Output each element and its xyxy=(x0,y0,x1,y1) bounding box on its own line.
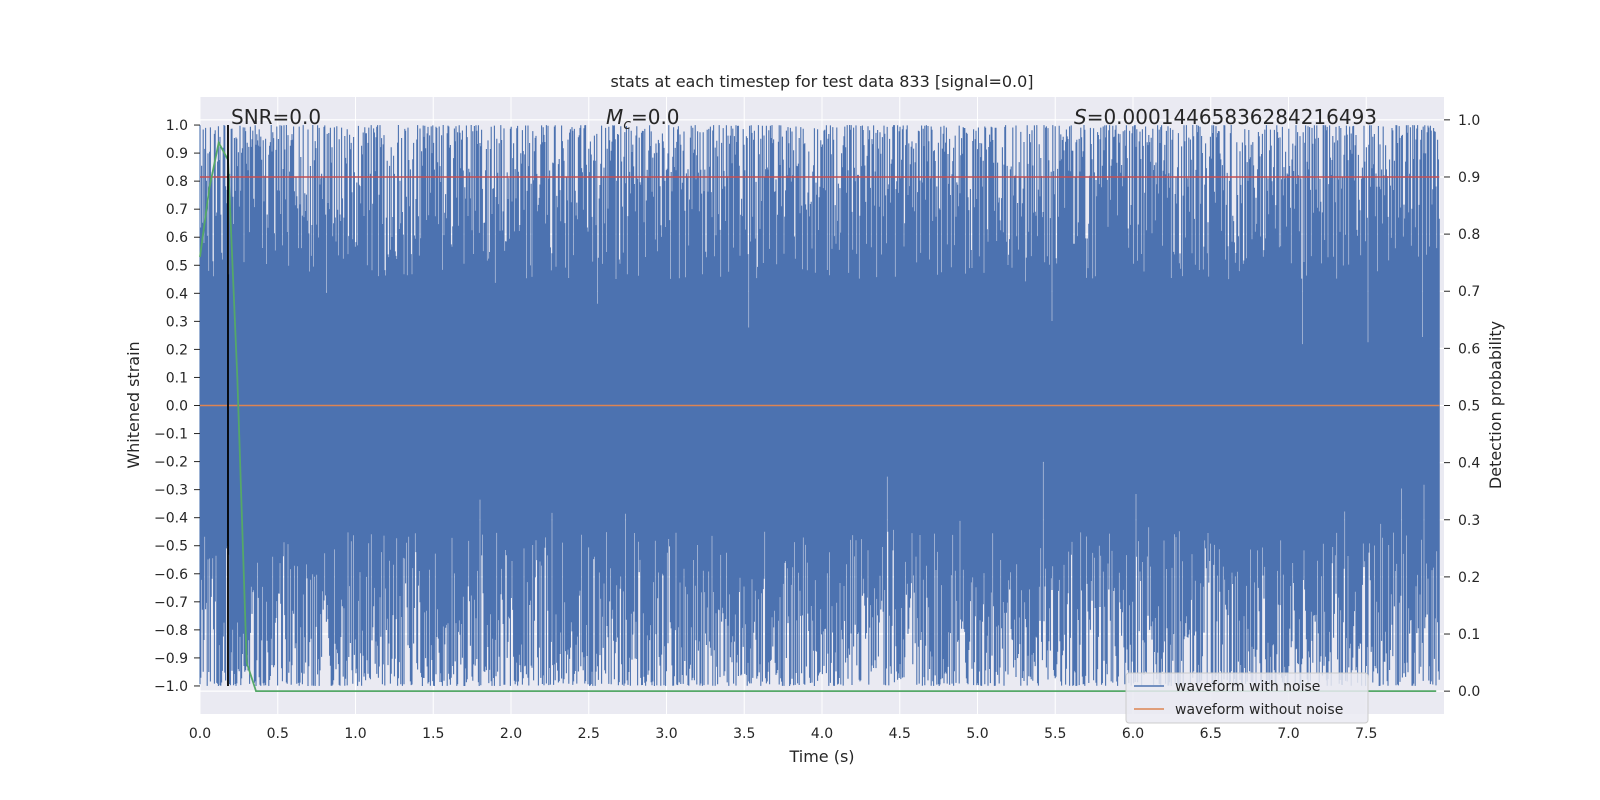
x-tick-label: 3.5 xyxy=(733,726,755,742)
mc-symbol: M xyxy=(606,105,623,129)
x-tick-label: 3.0 xyxy=(655,726,677,742)
x-tick-label: 6.0 xyxy=(1122,726,1144,742)
mc-value: =0.0 xyxy=(631,105,680,129)
y-tick-label: 1.0 xyxy=(166,118,188,134)
y2-tick-label: 0.5 xyxy=(1458,399,1480,415)
legend-box xyxy=(1125,672,1369,724)
y-tick-label: −1.0 xyxy=(154,679,188,695)
x-tick-label: 5.5 xyxy=(1044,726,1066,742)
y-tick-label: 0.9 xyxy=(166,146,188,162)
y-tick-label: 0.2 xyxy=(166,342,188,358)
x-tick-label: 7.5 xyxy=(1355,726,1377,742)
legend-label-noise: waveform with noise xyxy=(1175,679,1320,695)
s-annotation: S=0.00014465836284216493 xyxy=(1074,105,1377,129)
y2-tick-label: 0.4 xyxy=(1458,456,1480,472)
y-tick-label: 0.5 xyxy=(166,258,188,274)
y-tick-label: −0.2 xyxy=(154,455,188,471)
ticks: 0.0 0.5 1.0 1.5 2.0 2.5 3.0 3.5 4.0 4.5 5.0 5.5 6.0 6… xyxy=(154,113,1480,742)
chart-title: stats at each timestep for test data 833… xyxy=(610,72,1033,91)
y2-tick-label: 0.0 xyxy=(1458,684,1480,700)
y-tick-label: −0.9 xyxy=(154,651,188,667)
y2-tick-label: 0.1 xyxy=(1458,627,1480,643)
mc-annotation: Mc=0.0 xyxy=(606,105,680,133)
y2-tick-label: 0.8 xyxy=(1458,227,1480,243)
x-tick-label: 7.0 xyxy=(1277,726,1299,742)
detection-probability-line xyxy=(199,140,1437,692)
x-tick-label: 4.0 xyxy=(811,726,833,742)
y-tick-label: −0.5 xyxy=(154,539,188,555)
x-tick-label: 5.0 xyxy=(966,726,988,742)
y2-tick-label: 0.2 xyxy=(1458,570,1480,586)
y2-tick-label: 0.3 xyxy=(1458,513,1480,529)
y-tick-label: 0.7 xyxy=(166,202,188,218)
y-tick-label: 0.4 xyxy=(166,286,188,302)
x-tick-label: 0.5 xyxy=(267,726,289,742)
legend: waveform with noise waveform without noi… xyxy=(1125,672,1369,724)
x-axis-label: Time (s) xyxy=(788,747,854,766)
y2-tick-label: 0.7 xyxy=(1458,284,1480,300)
y-tick-label: −0.3 xyxy=(154,483,188,499)
mc-subscript: c xyxy=(623,117,631,133)
y2-tick-label: 0.9 xyxy=(1458,170,1480,186)
y-tick-label: −0.8 xyxy=(154,623,188,639)
s-symbol: S xyxy=(1074,105,1087,129)
s-value: =0.00014465836284216493 xyxy=(1087,105,1377,129)
y-tick-label: 0.6 xyxy=(166,230,188,246)
overlay-lines xyxy=(199,125,1440,692)
x-tick-label: 4.5 xyxy=(889,726,911,742)
y-tick-label: 0.3 xyxy=(166,314,188,330)
y2-axis-label: Detection probability xyxy=(1486,321,1505,489)
y-tick-label: −0.6 xyxy=(154,567,188,583)
snr-annotation: SNR=0.0 xyxy=(231,105,321,129)
x-tick-label: 0.0 xyxy=(189,726,211,742)
x-tick-label: 1.5 xyxy=(422,726,444,742)
y-tick-label: −0.4 xyxy=(154,511,188,527)
y2-tick-label: 0.6 xyxy=(1458,341,1480,357)
y-tick-label: 0.1 xyxy=(166,370,188,386)
y-tick-label: −0.1 xyxy=(154,427,188,443)
y-axis-label: Whitened strain xyxy=(124,341,143,468)
x-tick-label: 2.0 xyxy=(500,726,522,742)
y-tick-label: −0.7 xyxy=(154,595,188,611)
y2-tick-label: 1.0 xyxy=(1458,113,1480,129)
legend-label-clean: waveform without noise xyxy=(1175,702,1343,718)
y-tick-label: 0.8 xyxy=(166,174,188,190)
x-tick-label: 1.0 xyxy=(344,726,366,742)
x-tick-label: 2.5 xyxy=(578,726,600,742)
x-tick-label: 6.5 xyxy=(1200,726,1222,742)
y-tick-label: 0.0 xyxy=(166,399,188,415)
